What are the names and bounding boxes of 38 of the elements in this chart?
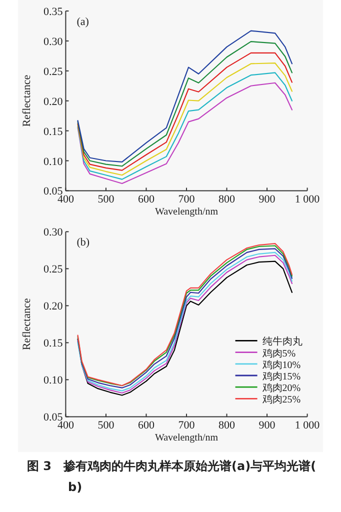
x-tick-label: 500	[98, 194, 115, 206]
legend-label: 鸡肉25%	[261, 394, 301, 406]
legend-label: 鸡肉15%	[261, 372, 301, 382]
legend-label: 鸡肉20%	[261, 383, 301, 394]
y-axis-title: Reflectance	[21, 74, 33, 127]
y-tick-label: 0.10	[43, 156, 64, 168]
y-tick-label: 0.15	[43, 338, 64, 350]
x-tick-label: 900	[258, 194, 276, 206]
y-tick-label: 0.20	[43, 96, 64, 108]
annotation: (b)	[76, 236, 90, 249]
y-tick-label: 0.20	[43, 300, 64, 313]
x-tick-label: 700	[178, 194, 196, 206]
x-tick-label: 400	[57, 194, 74, 206]
x-tick-label: 1 000	[294, 194, 320, 206]
annotation: (a)	[76, 16, 90, 28]
x-tick-label: 400	[57, 420, 74, 432]
y-axis-title: Reflectance	[21, 298, 33, 350]
x-axis-title: Wavelength/nm	[154, 432, 218, 444]
x-tick-label: 1 000	[294, 420, 320, 432]
legend-label: 鸡肉5%	[261, 348, 296, 360]
y-tick-label: 0.25	[43, 66, 64, 78]
y-tick-label: 0.25	[43, 264, 64, 276]
x-axis-title: Wavelength/nm	[154, 206, 218, 218]
x-tick-label: 600	[138, 420, 155, 432]
y-tick-label: 0.30	[43, 226, 64, 239]
x-tick-label: 800	[218, 420, 236, 432]
y-tick-label: 0.15	[43, 126, 64, 138]
x-tick-label: 800	[218, 194, 236, 206]
y-tick-label: 0.30	[43, 36, 64, 48]
legend-label: 鸡肉10%	[261, 360, 301, 371]
y-tick-label: 0.35	[43, 6, 64, 18]
x-tick-label: 600	[138, 194, 155, 206]
x-tick-label: 500	[98, 420, 115, 432]
y-tick-label: 0.10	[43, 374, 64, 387]
legend-label: 纯牛肉丸	[262, 336, 302, 348]
x-tick-label: 900	[258, 420, 276, 432]
x-tick-label: 700	[178, 420, 196, 432]
caption: 图 3 掺有鸡肉的牛肉丸样本原始光谱(a)与平均光谱(b)	[27, 459, 316, 494]
